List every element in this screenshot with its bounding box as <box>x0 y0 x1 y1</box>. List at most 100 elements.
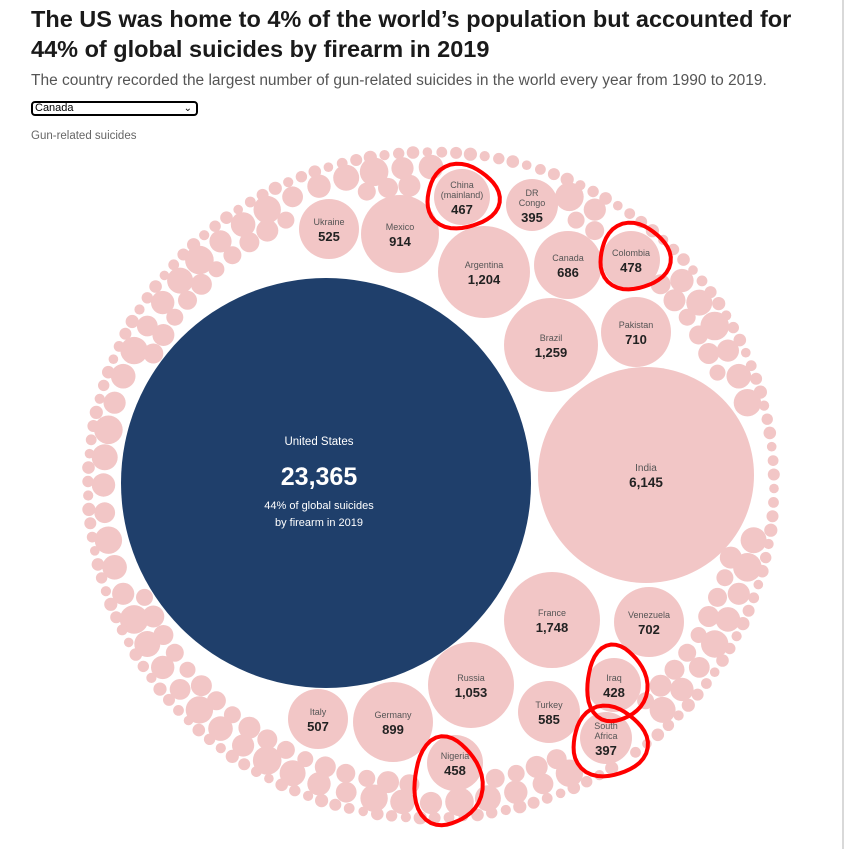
filler-bubble <box>378 177 398 198</box>
country-select[interactable]: Canada ⌄ <box>31 101 198 116</box>
filler-bubble <box>244 196 256 208</box>
filler-bubble <box>736 617 750 631</box>
filler-bubble <box>686 289 713 316</box>
filler-bubble <box>256 219 279 242</box>
filler-bubble <box>599 192 612 205</box>
bubble-canada[interactable]: Canada 686 <box>534 231 602 299</box>
bubble-pakistan[interactable]: Pakistan 710 <box>601 297 671 367</box>
bubble-circle-iraq <box>587 658 641 712</box>
filler-bubble <box>532 773 554 795</box>
filler-bubble <box>358 769 376 787</box>
filler-bubble <box>268 181 282 195</box>
filler-bubble <box>555 788 566 799</box>
filler-bubble <box>84 448 95 459</box>
filler-bubble <box>763 538 774 550</box>
filler-bubble <box>630 746 641 758</box>
bubble-value-iraq: 428 <box>603 685 625 700</box>
filler-bubble <box>103 391 126 414</box>
filler-bubble <box>215 743 226 754</box>
bubble-value-italy: 507 <box>307 719 329 734</box>
bubble-circle-mexico <box>361 195 439 273</box>
bubble-china-mainland[interactable]: China(mainland) 467 <box>434 169 490 225</box>
bubble-value-brazil: 1,259 <box>535 345 568 360</box>
filler-bubble <box>379 150 390 161</box>
bubble-value-france: 1,748 <box>536 620 569 635</box>
filler-bubble <box>753 579 764 590</box>
bubble-united-states[interactable]: United States 23,365 44% of global suicide… <box>121 278 531 688</box>
filler-bubble <box>185 245 214 275</box>
filler-bubble <box>527 796 540 809</box>
filler-bubble <box>100 586 111 597</box>
bubble-label-pakistan: Pakistan <box>619 320 654 330</box>
bubble-label-russia: Russia <box>457 673 485 683</box>
filler-bubble <box>94 415 123 445</box>
filler-bubble <box>279 760 306 787</box>
filler-bubble <box>393 147 405 160</box>
filler-bubble <box>82 475 94 488</box>
filler-bubble <box>445 787 474 817</box>
filler-bubble <box>678 308 696 326</box>
bubble-label-china-mainland: China <box>450 180 474 190</box>
filler-bubble <box>719 546 742 569</box>
filler-bubble <box>208 261 225 278</box>
bubble-label-mexico: Mexico <box>386 222 415 232</box>
bubble-italy[interactable]: Italy 507 <box>288 689 348 749</box>
bubble-ukraine[interactable]: Ukraine 525 <box>299 199 359 259</box>
filler-bubble <box>360 784 388 812</box>
filler-bubble <box>112 582 135 605</box>
bubble-value-south-africa: 397 <box>595 743 617 758</box>
filler-bubble <box>768 497 779 508</box>
bubble-value-venezuela: 702 <box>638 622 660 637</box>
bubble-note-line2: by firearm in 2019 <box>275 517 363 529</box>
filler-bubble <box>89 405 103 419</box>
filler-bubble <box>463 147 477 161</box>
filler-bubble <box>727 582 750 605</box>
bubble-iraq[interactable]: Iraq 428 <box>587 658 641 712</box>
bubble-france[interactable]: France 1,748 <box>504 572 600 668</box>
bubble-brazil[interactable]: Brazil 1,259 <box>504 298 598 392</box>
filler-bubble <box>485 768 505 788</box>
filler-bubble <box>624 208 636 220</box>
filler-bubble <box>95 572 108 584</box>
filler-bubble <box>670 677 694 702</box>
bubble-value-united-states: 23,365 <box>281 463 358 491</box>
filler-bubble <box>766 510 779 523</box>
filler-bubble <box>343 803 355 814</box>
bubble-turkey[interactable]: Turkey 585 <box>518 681 580 743</box>
country-bubbles: United States 23,365 44% of global suicide… <box>121 169 754 791</box>
filler-bubble <box>715 607 741 632</box>
filler-bubble <box>289 784 301 797</box>
bubble-label-dr-congo: DR <box>526 188 539 198</box>
filler-bubble <box>766 441 777 452</box>
bubble-mexico[interactable]: Mexico 914 <box>361 195 439 273</box>
bubble-colombia[interactable]: Colombia 478 <box>602 231 660 289</box>
bubble-russia[interactable]: Russia 1,053 <box>428 642 514 728</box>
bubble-germany[interactable]: Germany 899 <box>353 682 433 762</box>
filler-bubble <box>726 363 752 389</box>
bubble-venezuela[interactable]: Venezuela 702 <box>614 587 684 657</box>
filler-bubble <box>504 780 528 804</box>
filler-bubble <box>377 771 399 794</box>
filler-bubble <box>708 587 727 607</box>
filler-bubble <box>696 275 708 287</box>
filler-bubble <box>206 691 226 711</box>
filler-bubble <box>357 182 376 201</box>
filler-bubble <box>123 637 134 648</box>
bubble-argentina[interactable]: Argentina 1,204 <box>438 226 530 318</box>
bubble-nigeria[interactable]: Nigeria 458 <box>427 735 483 791</box>
filler-bubble <box>173 705 184 716</box>
filler-bubble <box>555 182 584 212</box>
filler-bubble <box>391 157 414 180</box>
bubble-label-argentina: Argentina <box>465 260 504 270</box>
bubble-value-nigeria: 458 <box>444 763 466 778</box>
filler-bubble <box>84 517 97 530</box>
bubble-circle-canada <box>534 231 602 299</box>
filler-bubble <box>513 800 527 814</box>
filler-bubble <box>450 146 463 159</box>
bubble-value-india: 6,145 <box>629 475 663 490</box>
filler-bubble <box>760 551 772 564</box>
